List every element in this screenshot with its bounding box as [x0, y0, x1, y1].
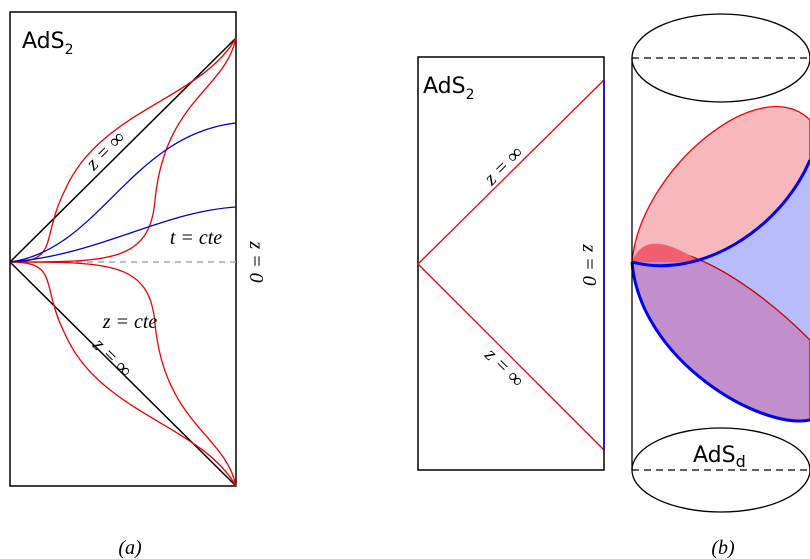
annotation: z = cte [102, 311, 158, 333]
panel-b: AdS2 z = ∞ z = 0 z = ∞ AdSd (b) [418, 14, 810, 559]
boundary-line [418, 264, 604, 450]
frame [10, 12, 236, 486]
panel-a: AdS2 z = ∞ t = cte z = cte z = 0 z = ∞ (… [10, 12, 267, 559]
page: AdS2 z = ∞ t = cte z = cte z = 0 z = ∞ (… [0, 0, 810, 559]
annotation: z = 0 [245, 240, 267, 282]
annotation: z = ∞ [88, 333, 136, 381]
panel-label: AdS2 [22, 29, 74, 58]
annotation: z = ∞ [479, 142, 527, 190]
panel-label: AdS2 [423, 74, 475, 103]
caption: (a) [118, 537, 142, 559]
figure: AdS2 z = ∞ t = cte z = cte z = 0 z = ∞ (… [0, 0, 810, 559]
annotation: t = cte [170, 227, 222, 249]
annotation: z = 0 [578, 243, 600, 285]
frame [418, 57, 604, 470]
caption: (b) [711, 537, 735, 559]
